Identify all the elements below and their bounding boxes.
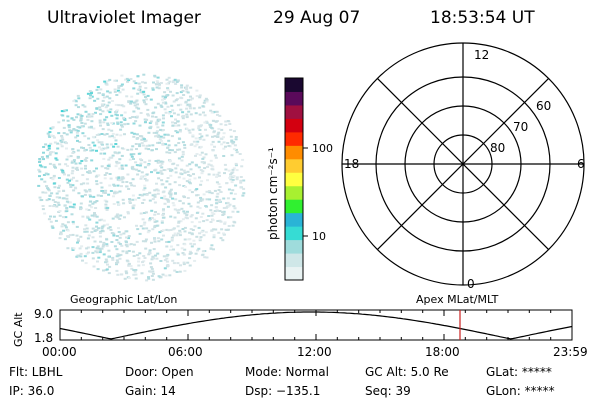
color-bar-frame bbox=[284, 77, 304, 281]
color-bar-segment bbox=[285, 158, 303, 173]
status-seq: Seq: 39 bbox=[365, 384, 411, 398]
polar-grid bbox=[341, 42, 585, 286]
color-bar-segment bbox=[285, 226, 303, 241]
status-filter: Flt: LBHL bbox=[9, 365, 63, 379]
lat-label-60: 60 bbox=[536, 99, 551, 113]
color-bar-segment bbox=[285, 91, 303, 106]
orbit-xtick-2359: 23:59 bbox=[553, 345, 588, 359]
image-time: 18:53:54 UT bbox=[430, 8, 535, 28]
orbit-left-title: Geographic Lat/Lon bbox=[70, 293, 177, 306]
color-bar-segment bbox=[285, 104, 303, 119]
orbit-ymax-label: 9.0 bbox=[34, 307, 53, 321]
image-date: 29 Aug 07 bbox=[273, 8, 361, 28]
color-bar-segment bbox=[285, 212, 303, 227]
mlt-label-18: 18 bbox=[344, 157, 359, 171]
color-bar-segment bbox=[285, 266, 303, 281]
orbit-y-axis-label: GC Alt bbox=[12, 312, 25, 347]
orbit-xtick-1200: 12:00 bbox=[297, 345, 332, 359]
status-mode: Mode: Normal bbox=[245, 365, 329, 379]
color-bar-segment bbox=[285, 78, 303, 92]
color-bar-segment bbox=[285, 145, 303, 160]
color-bar-unit-label: photon cm⁻²s⁻¹ bbox=[266, 147, 280, 240]
mlt-label-6: 6 bbox=[577, 157, 585, 171]
orbit-xtick-0000: 00:00 bbox=[42, 345, 77, 359]
color-bar-segment bbox=[285, 239, 303, 254]
lat-label-70: 70 bbox=[513, 120, 528, 134]
orbit-right-title: Apex MLat/MLT bbox=[416, 293, 499, 306]
orbit-xtick-1800: 18:00 bbox=[425, 345, 460, 359]
color-bar-segment bbox=[285, 131, 303, 146]
status-gc-alt: GC Alt: 5.0 Re bbox=[365, 365, 449, 379]
lat-label-80: 80 bbox=[490, 141, 505, 155]
status-dsp: Dsp: −135.1 bbox=[245, 384, 321, 398]
status-ip: IP: 36.0 bbox=[9, 384, 55, 398]
mlt-label-0: 0 bbox=[467, 277, 475, 291]
color-bar-segment bbox=[285, 185, 303, 200]
status-glon: GLon: ***** bbox=[486, 384, 555, 398]
color-bar-label-10: 10 bbox=[312, 230, 326, 243]
orbit-x-ticks bbox=[59, 310, 573, 340]
color-bar bbox=[285, 78, 303, 281]
grid-diagonal-2 bbox=[376, 77, 550, 251]
mlt-label-12: 12 bbox=[474, 48, 489, 62]
status-glat: GLat: ***** bbox=[486, 365, 552, 379]
status-gain: Gain: 14 bbox=[125, 384, 176, 398]
color-bar-segment bbox=[285, 172, 303, 187]
color-bar-segment bbox=[285, 118, 303, 133]
color-bar-segment bbox=[285, 199, 303, 214]
orbit-xtick-0600: 06:00 bbox=[168, 345, 203, 359]
auroral-image-disc bbox=[37, 73, 246, 282]
orbit-ymin-label: 1.8 bbox=[34, 331, 53, 345]
status-door: Door: Open bbox=[125, 365, 194, 379]
color-bar-label-100: 100 bbox=[312, 142, 333, 155]
instrument-title: Ultraviolet Imager bbox=[47, 8, 201, 28]
color-bar-segment bbox=[285, 253, 303, 268]
